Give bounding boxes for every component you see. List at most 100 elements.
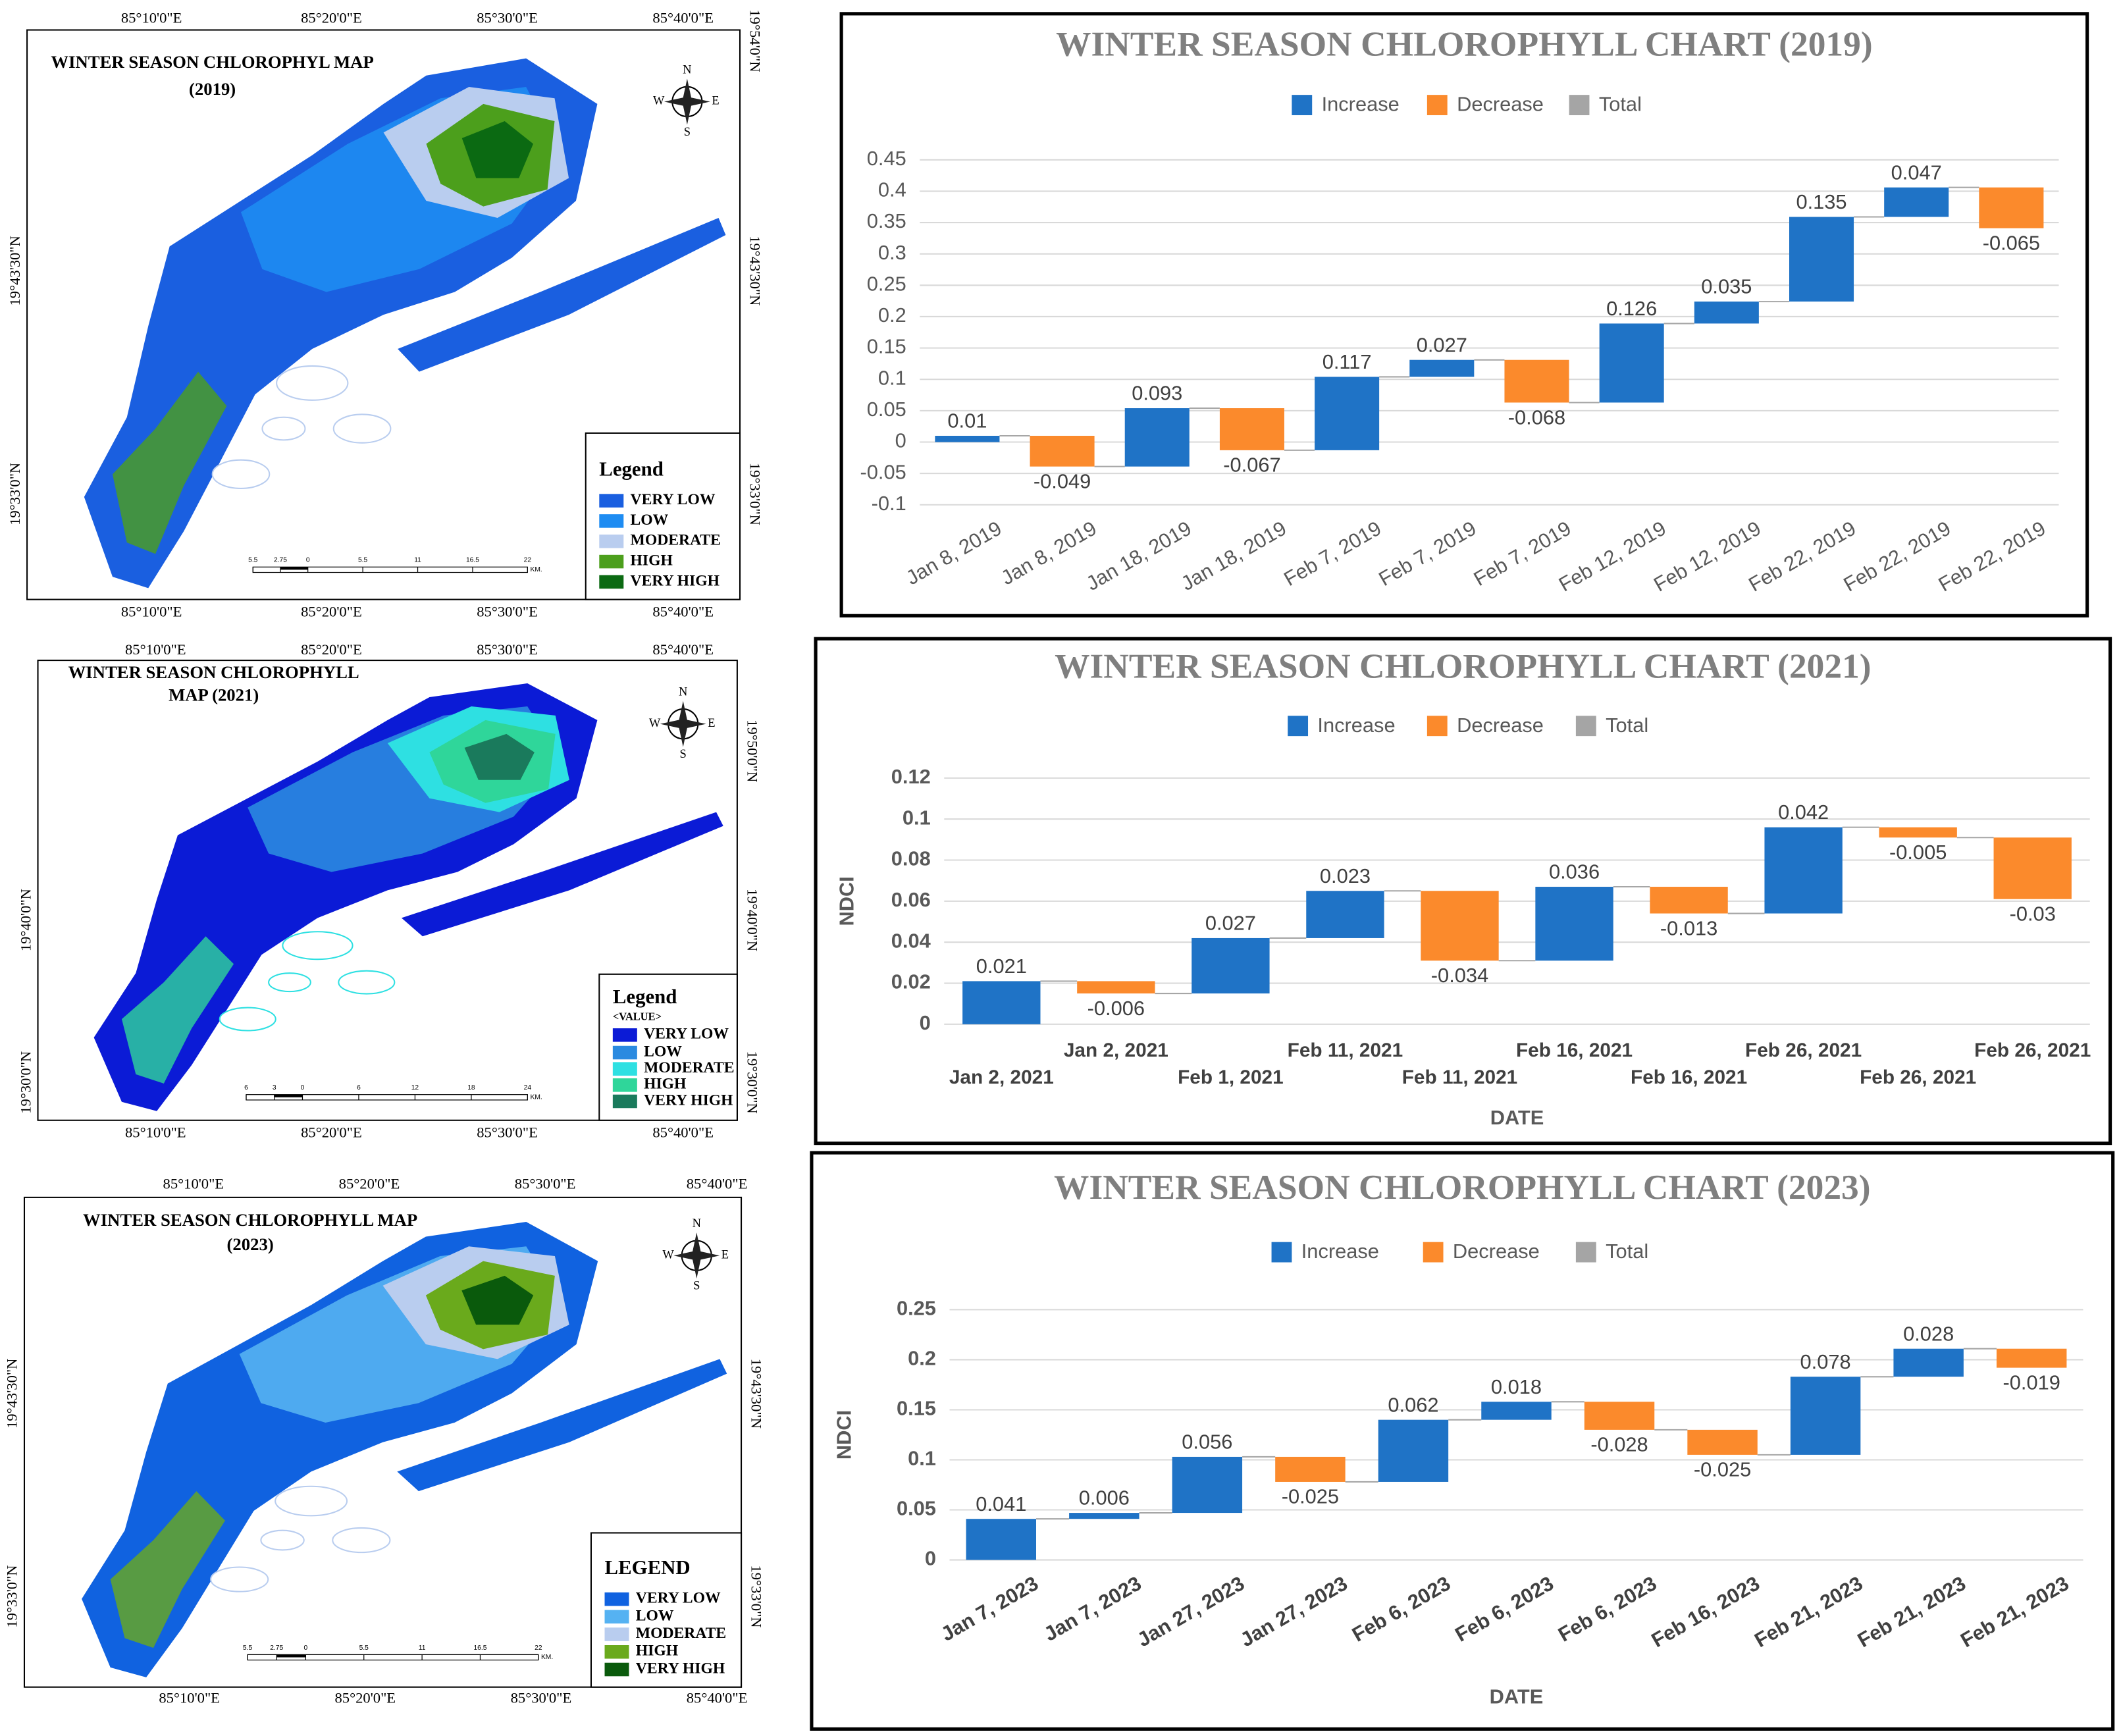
- data-label: -0.067: [1223, 454, 1280, 477]
- very-high-zone: [461, 121, 534, 178]
- x-tick-label: Feb 26, 2021: [1745, 1039, 1862, 1061]
- y-tick-label: 0.2: [878, 303, 906, 327]
- data-label: -0.006: [1087, 997, 1145, 1020]
- bar: [1481, 1402, 1552, 1420]
- legend-swatch: [612, 1078, 637, 1092]
- x-tick-label: Feb 26, 2021: [1974, 1039, 2091, 1061]
- y-tick-label: 0: [920, 1011, 931, 1034]
- x-tick-label: Jan 2, 2021: [1064, 1039, 1168, 1061]
- bar: [1172, 1456, 1243, 1513]
- legend-swatch: [612, 1062, 637, 1076]
- longitude-label: 85°30'0"E: [511, 1689, 572, 1706]
- compass-letter: N: [683, 63, 691, 76]
- shore-zone: [110, 1491, 225, 1648]
- legend-swatch: [599, 494, 624, 508]
- legend-title: Legend: [613, 986, 677, 1008]
- scale-label: 11: [414, 557, 421, 564]
- compass-letter: E: [708, 716, 715, 729]
- latitude-label: 19°40'0"N: [17, 889, 34, 951]
- legend-swatch: [1427, 716, 1448, 737]
- compass-star: [660, 700, 706, 747]
- legend-label: LOW: [636, 1607, 674, 1624]
- y-tick-label: 0.1: [903, 806, 931, 829]
- y-tick-label: 0.45: [867, 147, 906, 170]
- x-tick-label: Feb 11, 2021: [1288, 1039, 1403, 1061]
- scale-label: 6: [244, 1084, 248, 1092]
- scale-label: 18: [467, 1084, 475, 1092]
- y-tick-label: -0.1: [872, 492, 906, 515]
- latitude-label: 19°43'30"N: [7, 236, 23, 305]
- compass-letter: E: [721, 1248, 729, 1261]
- legend-swatch: [1292, 95, 1313, 115]
- longitude-label: 85°30'0"E: [477, 641, 538, 658]
- scale-label: 5.5: [358, 557, 368, 564]
- latitude-label: 19°33'0"N: [7, 463, 23, 525]
- data-label: 0.042: [1778, 801, 1829, 824]
- y-tick-label: 0.12: [891, 765, 931, 788]
- longitude-label: 85°20'0"E: [339, 1176, 400, 1192]
- longitude-label: 85°10'0"E: [121, 603, 182, 619]
- y-tick-label: 0.3: [878, 241, 906, 264]
- scale-label: 5.5: [243, 1644, 253, 1652]
- island: [282, 931, 354, 960]
- legend-label: Total: [1606, 1240, 1648, 1263]
- legend-swatch: [604, 1627, 629, 1641]
- compass-letter: S: [684, 125, 691, 138]
- x-tick-label: Feb 1, 2021: [1178, 1066, 1284, 1088]
- longitude-label: 85°10'0"E: [163, 1176, 224, 1192]
- scale-label: 0: [306, 557, 310, 564]
- legend-label: LOW: [644, 1043, 682, 1060]
- island: [260, 1529, 305, 1551]
- map: 85°10'0"E 85°20'0"E 85°30'0"E 85°40'0"E 85°1…: [17, 641, 760, 1141]
- longitude-label: 85°10'0"E: [121, 9, 182, 26]
- legend-title: Legend: [599, 458, 664, 480]
- island: [332, 413, 392, 444]
- data-label: -0.065: [1983, 231, 2040, 254]
- compass-star: [673, 1232, 720, 1279]
- compass-letter: W: [649, 716, 661, 729]
- legend-subtitle: <VALUE>: [613, 1010, 662, 1022]
- data-label: 0.006: [1079, 1486, 1130, 1510]
- legend-label: VERY HIGH: [644, 1092, 733, 1109]
- bar: [1687, 1429, 1758, 1455]
- scale-bar-fill: [274, 1094, 303, 1097]
- y-axis-title: NDCI: [832, 1410, 855, 1460]
- legend-label: VERY HIGH: [631, 572, 720, 589]
- bar: [1584, 1402, 1655, 1430]
- bar: [1504, 359, 1569, 403]
- bar: [962, 981, 1041, 1024]
- legend-label: HIGH: [636, 1643, 678, 1660]
- legend-label: VERY LOW: [631, 491, 716, 508]
- latitude-label: 19°33'0"N: [748, 1565, 764, 1627]
- legend-label: VERY HIGH: [636, 1660, 725, 1677]
- data-label: 0.035: [1701, 275, 1752, 298]
- legend-label: Total: [1606, 714, 1648, 737]
- y-tick-label: 0.04: [891, 929, 931, 952]
- latitude-label: 19°43'30"N: [746, 236, 763, 305]
- bar: [1879, 827, 1957, 838]
- chart: WINTER SEASON CHLOROPHYLL CHART (2021) In…: [814, 637, 2112, 1145]
- island: [219, 1007, 276, 1032]
- legend-label: Increase: [1317, 714, 1395, 737]
- island: [275, 1485, 348, 1517]
- x-tick-label: Feb 16, 2021: [1631, 1066, 1747, 1088]
- data-label: -0.049: [1034, 469, 1091, 492]
- compass-letter: S: [693, 1279, 700, 1292]
- longitude-label: 85°20'0"E: [301, 603, 362, 619]
- longitude-label: 85°40'0"E: [687, 1689, 748, 1706]
- island: [268, 972, 311, 993]
- sand-spit: [398, 217, 726, 372]
- x-axis-title: DATE: [1490, 1685, 1544, 1708]
- data-label: 0.135: [1796, 190, 1846, 213]
- chart-title: WINTER SEASON CHLOROPHYLL CHART (2023): [1054, 1167, 1871, 1207]
- y-tick-label: 0.1: [908, 1447, 936, 1470]
- latitude-label: 19°54'0"N: [746, 9, 763, 72]
- data-label: -0.019: [2003, 1371, 2060, 1394]
- data-label: 0.056: [1182, 1431, 1232, 1454]
- legend-swatch: [599, 575, 624, 589]
- y-tick-label: -0.05: [860, 460, 906, 483]
- bar: [1077, 981, 1155, 994]
- legend-swatch: [599, 514, 624, 528]
- longitude-label: 85°30'0"E: [477, 1124, 538, 1140]
